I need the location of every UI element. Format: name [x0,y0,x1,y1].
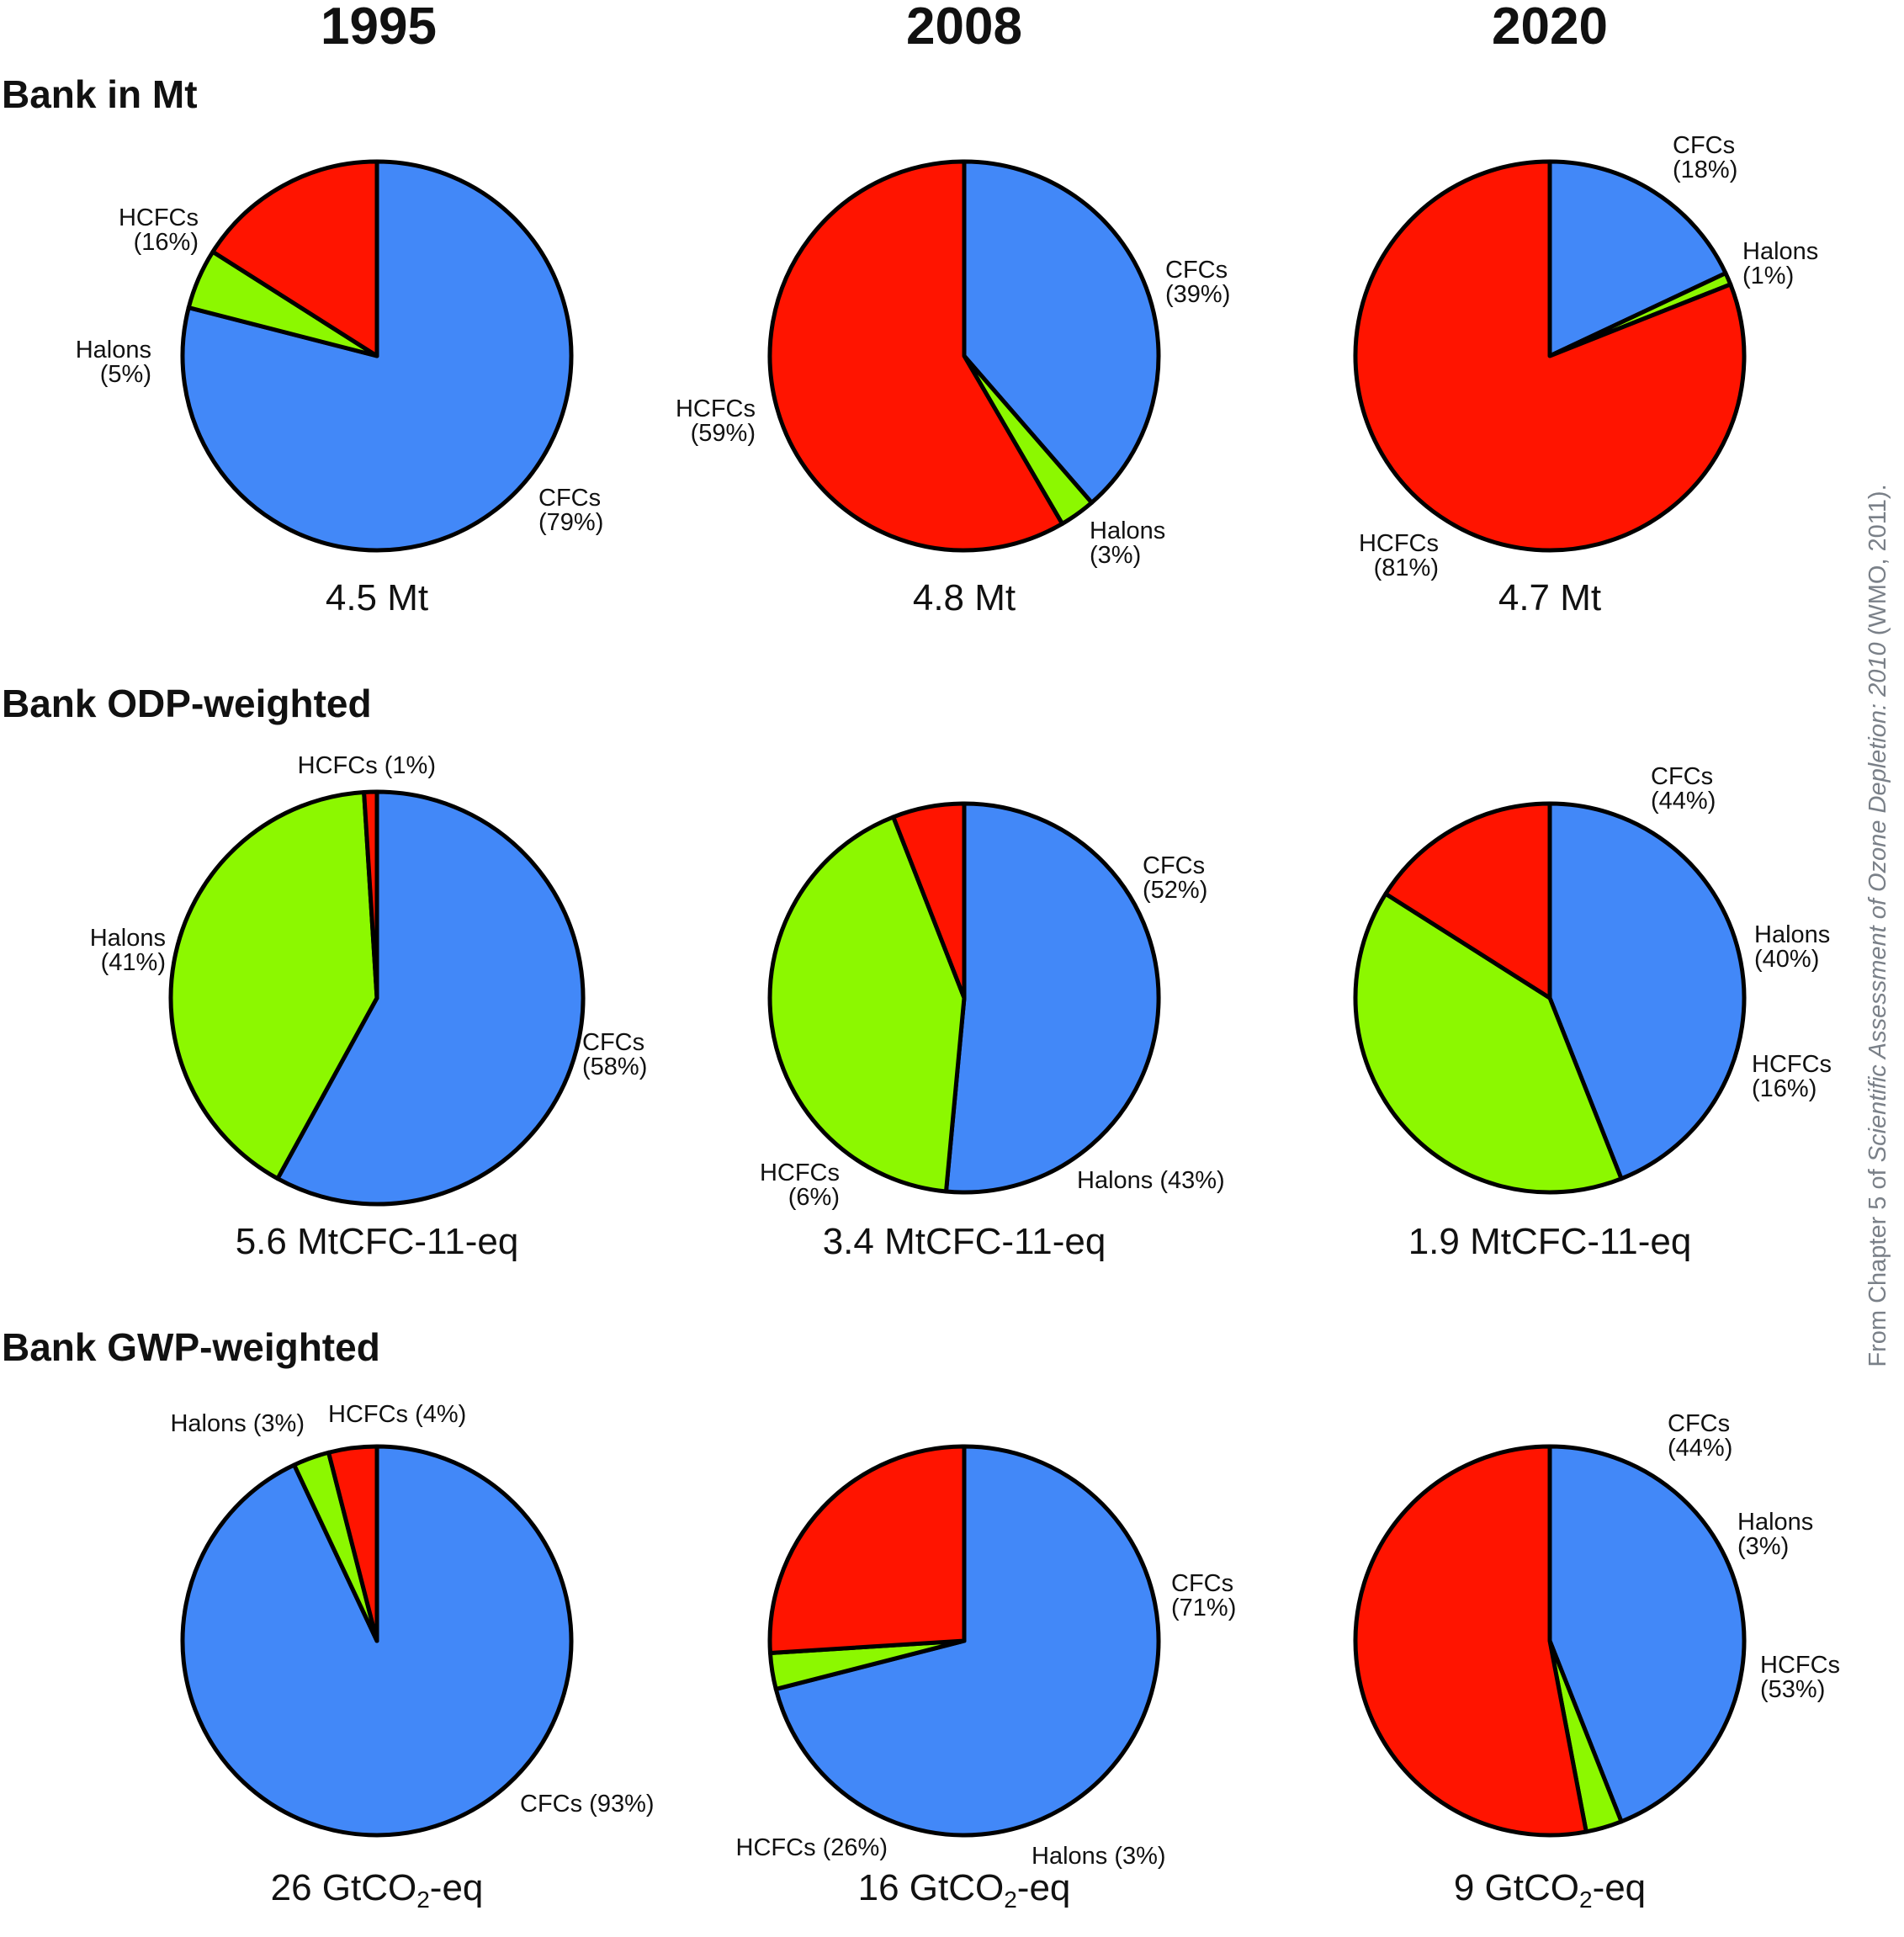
total-label-bank-odp-weighted-2008: 3.4 MtCFC-11-eq [823,1221,1106,1262]
pie-chart-bank-gwp-weighted-2008: CFCs(71%) Halons (3%) HCFCs (26%) 16 GtCO2-… [736,1444,1236,1913]
slice-label-bank-in-mt-1995-hcfcs-value: (16%) [134,229,199,256]
total-label-bank-gwp-weighted-2008: 16 GtCO2-eq [858,1867,1071,1913]
source-note: From Chapter 5 of Scientific Assessment … [1864,484,1891,1367]
slice-label-bank-gwp-weighted-2020-hcfcs: HCFCs [1760,1652,1840,1679]
slice-bank-gwp-weighted-2020-cfcs [1547,1444,1747,1824]
pie-chart-bank-in-mt-1995: CFCs(79%) Halons(5%) HCFCs(16%) 4.5 Mt [76,159,603,618]
slice-bank-odp-weighted-2020-hcfcs [1383,801,1552,1000]
slice-bank-gwp-weighted-1995-cfcs [180,1444,574,1838]
slice-label-bank-gwp-weighted-2020-hcfcs-value: (53%) [1760,1676,1825,1703]
slice-bank-gwp-weighted-1995-hcfcs [326,1444,379,1643]
slice-label-bank-in-mt-2020-cfcs: CFCs [1673,132,1735,159]
year-heading-2008: 2008 [906,0,1022,56]
slice-label-bank-odp-weighted-2020-halons-value: (40%) [1754,946,1819,973]
slice-bank-in-mt-2020-cfcs [1547,159,1728,358]
slice-bank-odp-weighted-1995-hcfcs [362,789,379,1000]
slice-label-bank-gwp-weighted-1995-hcfcs: HCFCs (4%) [328,1401,466,1428]
slice-bank-odp-weighted-2008-halons [767,815,967,1194]
slice-label-bank-in-mt-2020-cfcs-value: (18%) [1673,157,1737,183]
slice-label-bank-in-mt-2020-halons: Halons [1742,238,1818,265]
pie-chart-bank-gwp-weighted-2020: CFCs(44%) Halons(3%) HCFCs(53%) 9 GtCO2-eq [1353,1410,1840,1913]
row-title-bank-gwp-weighted: Bank GWP-weighted [2,1325,380,1369]
slice-label-bank-gwp-weighted-2008-hcfcs: HCFCs (26%) [736,1834,888,1861]
slice-bank-in-mt-2008-cfcs [962,159,1161,505]
source-suffix: (WMO, 2011). [1864,484,1891,642]
slice-label-bank-odp-weighted-2008-hcfcs: HCFCs [760,1160,840,1186]
slice-label-bank-gwp-weighted-2008-cfcs: CFCs [1171,1570,1233,1597]
slice-label-bank-gwp-weighted-2020-cfcs-value: (44%) [1668,1435,1732,1462]
total-label-bank-in-mt-2020: 4.7 Mt [1498,577,1601,618]
pie-chart-bank-odp-weighted-2008: CFCs(52%) Halons (43%) HCFCs(6%) 3.4 MtCFC-… [760,801,1225,1262]
pie-chart-bank-odp-weighted-1995: CFCs(58%) Halons(41%) HCFCs (1%) 5.6 MtCFC-… [90,752,648,1262]
slice-label-bank-odp-weighted-2008-halons: Halons (43%) [1077,1167,1225,1194]
total-label-bank-gwp-weighted-2020: 9 GtCO2-eq [1454,1867,1646,1913]
slice-label-bank-in-mt-2008-hcfcs: HCFCs [676,395,756,422]
pie-chart-bank-gwp-weighted-1995: CFCs (93%) Halons (3%) HCFCs (4%) 26 GtCO2-… [170,1401,654,1913]
slice-bank-in-mt-2008-hcfcs [767,159,1065,553]
total-label-bank-odp-weighted-1995: 5.6 MtCFC-11-eq [236,1221,519,1262]
slice-label-bank-in-mt-2008-halons-value: (3%) [1090,542,1141,569]
slice-bank-gwp-weighted-2008-cfcs [773,1444,1161,1838]
total-label-bank-odp-weighted-2020: 1.9 MtCFC-11-eq [1408,1221,1692,1262]
pie-chart-bank-in-mt-2020: CFCs(18%) Halons(1%) HCFCs(81%) 4.7 Mt [1353,132,1818,618]
slice-label-bank-odp-weighted-2008-cfcs-value: (52%) [1143,877,1207,904]
slice-label-bank-in-mt-2020-halons-value: (1%) [1742,263,1794,289]
source-title: Scientific Assessment of Ozone Depletion… [1864,642,1891,1162]
slice-label-bank-odp-weighted-1995-cfcs: CFCs [582,1029,644,1056]
slice-label-bank-odp-weighted-1995-halons: Halons [90,925,166,952]
slice-bank-gwp-weighted-2008-hcfcs [767,1444,967,1655]
slice-label-bank-in-mt-1995-hcfcs: HCFCs [119,204,199,231]
slice-label-bank-odp-weighted-2008-hcfcs-value: (6%) [788,1184,840,1211]
slice-label-bank-in-mt-1995-halons: Halons [76,337,151,364]
slice-label-bank-gwp-weighted-2008-halons: Halons (3%) [1032,1843,1166,1870]
slice-bank-odp-weighted-2020-halons [1353,891,1624,1195]
slice-label-bank-in-mt-2008-halons: Halons [1090,517,1165,544]
slice-label-bank-odp-weighted-1995-hcfcs: HCFCs (1%) [298,752,436,779]
slice-label-bank-odp-weighted-1995-cfcs-value: (58%) [582,1053,647,1080]
slice-label-bank-odp-weighted-1995-halons-value: (41%) [101,949,166,976]
row-title-bank-in-mt: Bank in Mt [2,72,198,116]
slice-label-bank-in-mt-2008-hcfcs-value: (59%) [691,420,756,447]
slice-label-bank-gwp-weighted-1995-halons: Halons (3%) [170,1410,305,1437]
total-label-bank-gwp-weighted-1995: 26 GtCO2-eq [271,1867,484,1913]
year-heading-2020: 2020 [1492,0,1608,56]
slice-label-bank-in-mt-1995-halons-value: (5%) [100,361,151,388]
year-heading-1995: 1995 [321,0,437,56]
pie-chart-bank-in-mt-2008: CFCs(39%) Halons(3%) HCFCs(59%) 4.8 Mt [676,159,1230,618]
slice-bank-odp-weighted-2008-hcfcs [891,801,967,1000]
slice-label-bank-odp-weighted-2020-cfcs-value: (44%) [1651,788,1716,815]
slice-label-bank-in-mt-2008-cfcs-value: (39%) [1165,281,1230,308]
slice-bank-odp-weighted-1995-cfcs [275,789,586,1207]
pie-charts: CFCs(79%)Halons(5%)HCFCs(16%)4.5 MtCFCs(… [76,132,1840,1913]
slice-label-bank-gwp-weighted-2020-halons: Halons [1737,1509,1813,1536]
slice-bank-odp-weighted-2020-cfcs [1547,801,1747,1181]
slice-label-bank-in-mt-2008-cfcs: CFCs [1165,257,1228,284]
slice-label-bank-in-mt-1995-cfcs-value: (79%) [538,509,603,536]
slice-bank-gwp-weighted-2020-hcfcs [1353,1444,1588,1838]
total-label-bank-in-mt-1995: 4.5 Mt [326,577,428,618]
slice-label-bank-gwp-weighted-1995-cfcs: CFCs (93%) [520,1791,655,1818]
slice-label-bank-in-mt-2020-hcfcs-value: (81%) [1374,555,1439,581]
slice-label-bank-gwp-weighted-2008-cfcs-value: (71%) [1171,1595,1236,1621]
slice-label-bank-gwp-weighted-2020-halons-value: (3%) [1737,1533,1789,1560]
pie-chart-bank-odp-weighted-2020: CFCs(44%) Halons(40%) HCFCs(16%) 1.9 MtCFC-… [1353,763,1832,1262]
slice-bank-in-mt-2020-hcfcs [1353,159,1747,553]
slice-label-bank-odp-weighted-2008-cfcs: CFCs [1143,852,1205,879]
slice-label-bank-gwp-weighted-2020-cfcs: CFCs [1668,1410,1730,1437]
source-prefix: From Chapter 5 of [1864,1162,1891,1367]
slice-label-bank-odp-weighted-2020-hcfcs: HCFCs [1752,1051,1832,1078]
slice-label-bank-odp-weighted-2020-hcfcs-value: (16%) [1752,1075,1816,1102]
slice-label-bank-odp-weighted-2020-cfcs: CFCs [1651,763,1713,790]
slice-label-bank-in-mt-1995-cfcs: CFCs [538,485,601,512]
total-label-bank-in-mt-2008: 4.8 Mt [913,577,1016,618]
slice-label-bank-in-mt-2020-hcfcs: HCFCs [1359,530,1439,557]
slice-bank-odp-weighted-1995-halons [168,789,379,1181]
row-title-bank-odp-weighted: Bank ODP-weighted [2,682,372,725]
slice-label-bank-odp-weighted-2020-halons: Halons [1754,921,1830,948]
slice-bank-in-mt-1995-hcfcs [210,159,379,358]
slice-bank-odp-weighted-2008-cfcs [943,801,1161,1195]
